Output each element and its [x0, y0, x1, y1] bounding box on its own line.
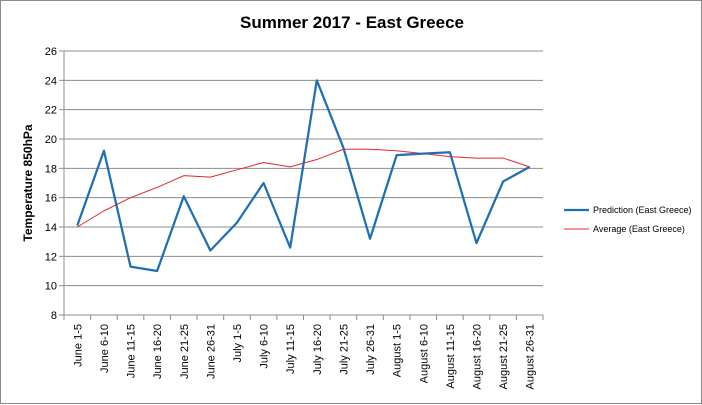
y-axis-label: Temperature 850hPa — [21, 124, 35, 241]
x-tick-label: August 1-5 — [392, 324, 404, 377]
y-tick-label: 16 — [45, 193, 57, 205]
x-tick-label: July 26-31 — [365, 324, 377, 375]
y-tick-label: 14 — [45, 222, 57, 234]
chart-title: Summer 2017 - East Greece — [240, 13, 464, 32]
x-tick-label: August 26-31 — [525, 324, 537, 389]
x-tick-label: August 11-15 — [445, 324, 457, 389]
x-tick-label: June 6-10 — [99, 324, 111, 373]
y-tick-label: 22 — [45, 105, 57, 117]
x-tick-label: June 1-5 — [72, 324, 84, 367]
x-tick-label: June 21-25 — [179, 324, 191, 379]
plot-area — [64, 51, 543, 315]
x-tick-label: August 6-10 — [418, 324, 430, 383]
y-tick-label: 26 — [45, 46, 57, 58]
y-tick-label: 18 — [45, 163, 57, 175]
x-tick-label: July 1-5 — [232, 324, 244, 363]
x-tick-label: July 16-20 — [312, 324, 324, 375]
y-tick-label: 12 — [45, 251, 57, 263]
y-tick-label: 10 — [45, 281, 57, 293]
x-tick-labels: June 1-5 June 6-10 June 11-15 June 16-20 Jun… — [72, 324, 536, 389]
y-tick-label: 20 — [45, 134, 57, 146]
x-tick-label: July 21-25 — [338, 324, 350, 375]
x-tick-label: August 16-20 — [471, 324, 483, 389]
x-tick-label: June 11-15 — [126, 324, 138, 378]
legend-label: Average (East Greece) — [593, 224, 685, 234]
legend-label: Prediction (East Greece) — [593, 205, 692, 215]
y-tick-labels: 8 10 12 14 16 18 20 22 24 26 — [45, 46, 57, 322]
x-tick-label: July 11-15 — [285, 324, 297, 374]
y-tick-label: 8 — [51, 310, 57, 322]
x-tick-label: August 21-25 — [498, 324, 510, 389]
legend: Prediction (East Greece) Average (East Gr… — [564, 205, 692, 234]
x-tick-label: July 6-10 — [259, 324, 271, 369]
y-tick-label: 24 — [45, 75, 57, 87]
x-tick-label: June 26-31 — [205, 324, 217, 379]
x-tick-label: June 16-20 — [152, 324, 164, 379]
